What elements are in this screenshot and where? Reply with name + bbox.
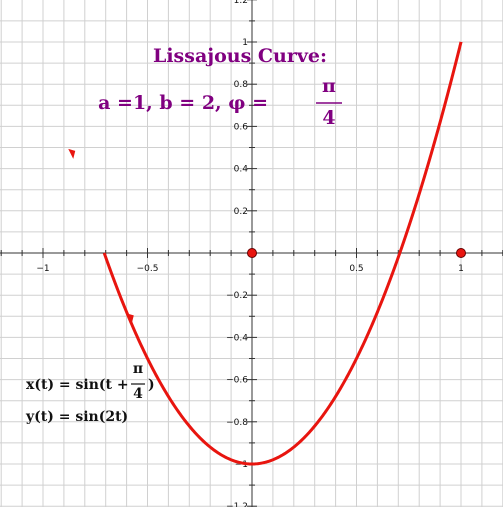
equation-x: x(t) = sin(t +: [26, 377, 129, 393]
y-tick-label: −1: [235, 460, 248, 470]
tick-labels: −1 −0.5 0.5 1 −1.2 −1 −0.8 −0.6 −0.4 −0.2 0.2 0.4 0.…: [36, 0, 464, 507]
y-tick-label: −0.6: [226, 376, 248, 386]
phase-denominator: 4: [322, 107, 335, 129]
y-tick-label: 0.4: [234, 165, 249, 175]
chart-title: Lissajous Curve:: [153, 45, 327, 67]
direction-arrows: [68, 148, 134, 324]
y-tick-label: 1.2: [234, 0, 248, 6]
direction-arrow: [68, 148, 76, 159]
direction-arrow: [126, 313, 134, 324]
chart-subtitle: a =1, b = 2, φ =: [98, 92, 268, 114]
x-tick-label: −0.5: [137, 264, 159, 274]
equation-x-close-paren: ): [148, 377, 155, 393]
y-tick-label: −0.2: [226, 291, 248, 301]
equation-x-numerator: π: [133, 361, 143, 377]
y-tick-label: 0.8: [234, 80, 249, 90]
points: [247, 248, 466, 258]
x-tick-label: 0.5: [349, 264, 363, 274]
y-tick-label: −0.4: [226, 333, 248, 343]
x-tick-label: 1: [458, 264, 464, 274]
y-tick-label: 0.6: [234, 122, 249, 132]
x-tick-label: −1: [36, 264, 49, 274]
y-tick-label: 1: [242, 38, 248, 48]
equation-x-denominator: 4: [133, 386, 143, 402]
lissajous-curve: [102, 41, 463, 466]
y-tick-label: 0.2: [234, 207, 248, 217]
equation-y: y(t) = sin(2t): [25, 409, 128, 425]
phase-numerator: π: [322, 75, 336, 97]
unit-point: [456, 248, 466, 258]
y-tick-label: −0.8: [226, 418, 248, 428]
y-tick-label: −1.2: [226, 502, 248, 507]
origin-point: [247, 248, 257, 258]
